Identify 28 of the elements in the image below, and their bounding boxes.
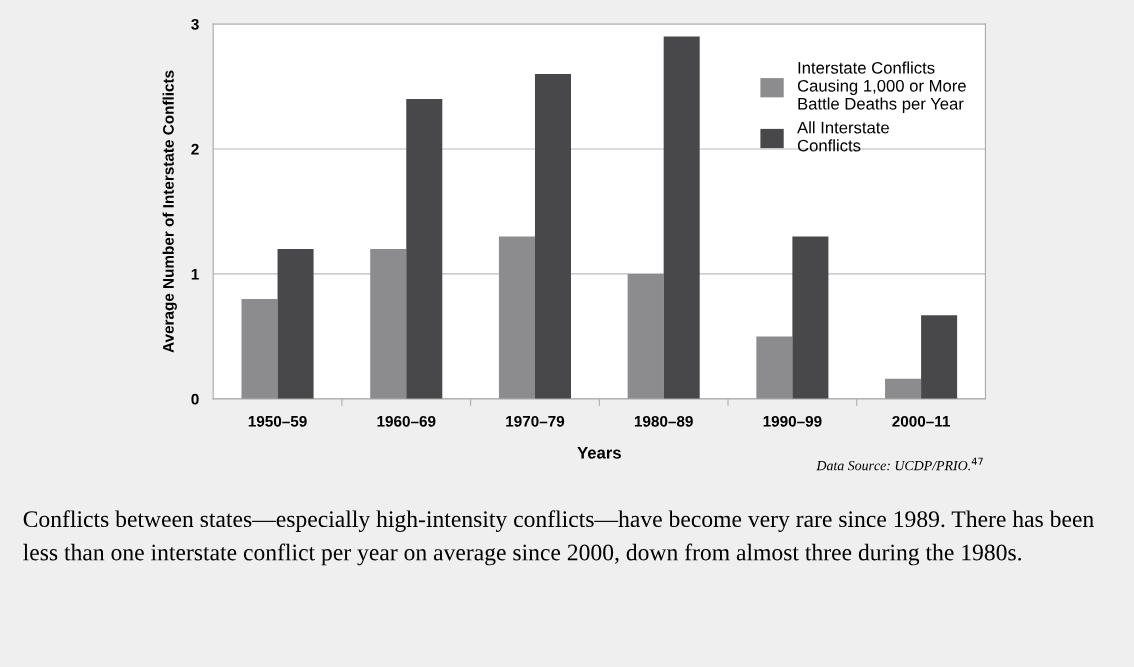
source-note: Data Source: UCDP/PRIO.$^{47}$ — [816, 457, 983, 471]
x-tick-label: 1990–99 — [763, 415, 822, 427]
y-tick-label: 3 — [191, 18, 199, 30]
bar — [370, 248, 407, 399]
bar — [885, 378, 922, 399]
x-tick-label: 1960–69 — [377, 415, 436, 427]
bar — [277, 248, 314, 399]
x-tick-label: 1950–59 — [248, 415, 307, 427]
x-axis-title: Years — [577, 447, 621, 459]
bar — [534, 73, 571, 399]
bar — [792, 236, 829, 399]
y-tick-label: 2 — [191, 143, 199, 155]
y-tick-label: 1 — [191, 268, 199, 280]
y-tick-label: 0 — [191, 393, 199, 405]
bar — [627, 273, 664, 399]
bar — [406, 98, 443, 399]
bar — [498, 236, 535, 399]
legend-label: Interstate Conflicts Causing 1,000 or More Battle Deaths per Year — [797, 61, 966, 113]
y-axis-title: Average Number of Interstate Conflicts — [162, 70, 177, 353]
x-tick-label: 2000–11 — [892, 415, 950, 427]
legend-label: All Interstate Conflicts — [797, 121, 889, 152]
x-tick-label: 1980–89 — [634, 415, 693, 427]
bar — [241, 298, 278, 399]
bar — [921, 315, 958, 399]
x-tick-label: 1970–79 — [506, 415, 565, 427]
bar — [756, 336, 793, 399]
text: Conflicts between states—especially high-intensity conflicts—have become very rare since 1989. There has been less than one interstate conflict per year on average since 2000, down from almost three during the 1980s. — [23, 510, 1094, 566]
bar — [663, 36, 700, 399]
